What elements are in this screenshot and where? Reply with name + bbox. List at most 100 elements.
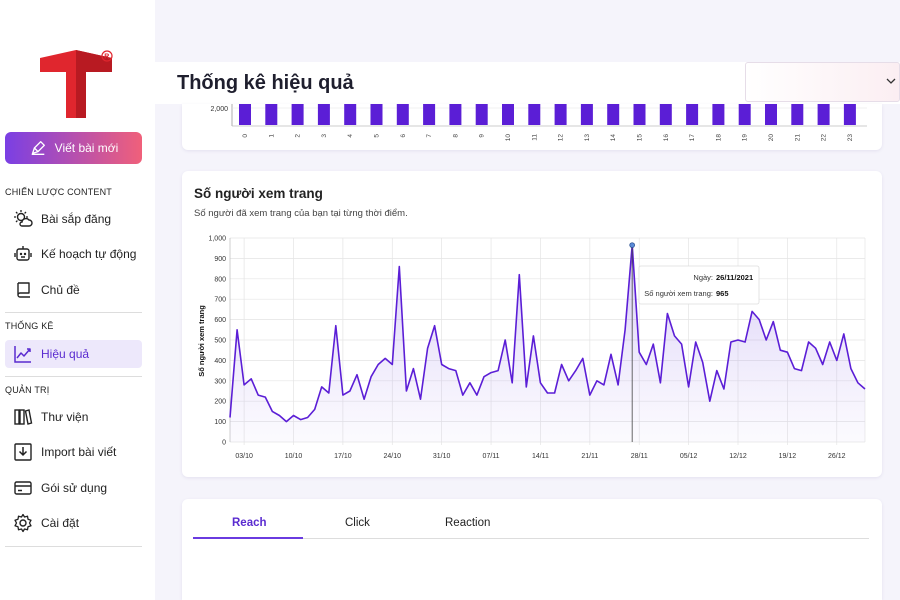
hour-tick-label: 0 [242,134,249,138]
hour-bar[interactable] [291,104,304,125]
hour-tick-label: 23 [847,134,854,142]
x-tick-label: 07/11 [483,453,500,460]
x-tick-label: 24/10 [384,453,402,460]
y-axis-label: Số người xem trang [197,305,206,377]
hour-bar[interactable] [765,104,777,125]
hour-bar[interactable] [502,104,514,125]
x-tick-label: 05/12 [680,453,698,460]
section-title-admin: QUẢN TRỊ [5,385,50,395]
hour-tick-label: 7 [426,134,433,138]
hour-bar[interactable] [528,104,541,125]
sidebar-item-label: Cài đặt [41,516,80,530]
hour-tick-label: 2 [295,134,302,138]
hour-bar[interactable] [580,104,593,125]
page-views-chart[interactable]: Số người xem trang 0 100 200 300 400 500 600 70… [182,171,882,477]
sidebar-item-label: Kế hoạch tự động [41,247,137,261]
hour-bar[interactable] [396,104,409,125]
hour-bar[interactable] [686,104,699,125]
hour-bar[interactable] [712,104,725,125]
active-tab-indicator [193,537,303,539]
pen-icon [31,141,45,155]
hour-bar[interactable] [843,104,856,125]
hour-bar[interactable] [370,104,383,125]
tab-reaction[interactable]: Reaction [445,517,491,529]
y-tick-label: 500 [214,338,226,345]
sidebar-item-import[interactable]: Import bài viết [5,438,142,466]
hour-tick-label: 20 [768,134,775,142]
chart-tooltip: Ngày: 26/11/2021 Số người xem trang: 965 [638,265,760,305]
sidebar-item-settings[interactable]: Cài đặt [5,509,142,537]
section-title-stats: THỐNG KÊ [5,321,54,331]
hour-tick-label: 17 [689,134,696,142]
robot-icon [14,246,32,261]
tab-click[interactable]: Click [345,517,370,529]
hour-bar[interactable] [817,104,830,125]
y-tick-label: 300 [214,378,226,385]
hour-bar[interactable] [554,104,567,125]
y-tick-label: 1,000 [208,236,226,243]
hour-tick-label: 4 [347,134,354,138]
hour-bar[interactable] [659,104,672,125]
hour-tick-label: 18 [715,134,722,142]
hour-tick-label: 11 [531,134,538,141]
hour-bar[interactable] [607,104,620,125]
new-post-button[interactable]: Viết bài mới [5,132,142,164]
metrics-tabs-card: Reach Click Reaction [182,499,882,600]
sidebar-item-auto-plan[interactable]: Kế hoạch tự động [5,240,142,268]
hour-bar[interactable] [791,104,804,125]
x-tick-label: 26/12 [828,453,846,460]
library-icon [14,409,33,425]
sidebar-item-topics[interactable]: Chủ đề [5,276,142,304]
hour-tick-label: 13 [584,134,591,142]
tabs-divider [193,538,869,539]
hour-chart-card: 2,000 0 1 2 3 4 5 6 7 8 9 10 11 12 13 14 15 16 17 18 19 20 21… [182,104,882,150]
sidebar-item-label: Gói sử dụng [41,481,108,495]
hour-bar[interactable] [317,104,330,125]
y-tick-label: 0 [222,440,226,447]
tooltip-value-label: Số người xem trang: [644,289,713,298]
sidebar-item-label: Hiệu quả [41,347,90,361]
sidebar-item-plans[interactable]: Gói sử dụng [5,474,142,502]
y-tick-label: 200 [214,399,226,406]
x-tick-label: 17/10 [334,453,352,460]
hour-tick-label: 10 [505,134,512,142]
x-tick-label: 10/10 [285,453,303,460]
hour-chart-tick-label: 2,000 [210,106,228,113]
sidebar-item-label: Bài sắp đăng [41,212,112,226]
y-tick-label: 600 [214,317,226,324]
hour-tick-label: 5 [374,134,381,138]
sidebar-item-performance[interactable]: Hiệu quả [5,340,142,368]
sidebar-divider [5,312,142,313]
hour-bar[interactable] [633,104,646,125]
y-tick-label: 900 [214,256,226,263]
hour-bar[interactable] [239,104,251,125]
section-title-content: CHIẾN LƯỢC CONTENT [5,187,113,197]
hour-bar[interactable] [449,104,462,125]
hour-tick-label: 19 [742,134,749,142]
sidebar-item-label: Import bài viết [41,445,117,459]
page-views-subtitle: Số người đã xem trang của bạn tại từng t… [194,208,408,219]
page-select[interactable] [745,62,900,102]
sidebar-item-scheduled[interactable]: Bài sắp đăng [5,205,142,233]
hour-tick-label: 1 [268,134,275,138]
brand-logo-icon: R [40,50,113,118]
hour-bar[interactable] [265,104,278,125]
views-area [230,245,865,442]
topic-icon [17,282,30,298]
gear-icon [14,513,32,533]
hour-tick-label: 12 [558,134,565,142]
hour-bar[interactable] [475,104,488,125]
hour-tick-label: 21 [794,134,801,142]
y-tick-label: 400 [214,358,226,365]
new-post-label: Viết bài mới [54,141,119,155]
sidebar-item-library[interactable]: Thư viện [5,403,142,431]
sidebar-divider [5,546,142,547]
tab-reach[interactable]: Reach [232,517,267,529]
chevron-down-icon [886,78,896,84]
tooltip-value: 965 [716,289,729,298]
sidebar: R Viết bài mới CHIẾN LƯỢC CONTENT Bài sắ… [0,0,155,600]
hour-bar[interactable] [738,104,751,125]
hour-bar[interactable] [423,104,436,125]
hour-tick-label: 15 [637,134,644,142]
hour-bar[interactable] [344,104,357,125]
